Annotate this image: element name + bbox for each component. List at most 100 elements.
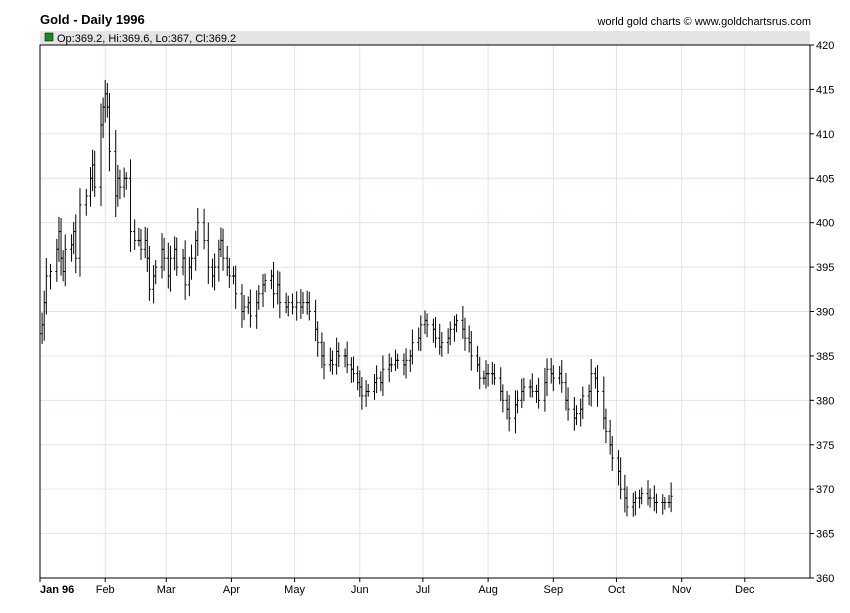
price-bar xyxy=(330,350,334,375)
price-bar xyxy=(549,357,553,384)
price-bar xyxy=(581,386,585,420)
x-tick-label: Apr xyxy=(223,584,240,596)
x-tick-label: Sep xyxy=(544,584,564,596)
price-bar xyxy=(290,293,294,315)
price-bar xyxy=(118,169,122,200)
price-bar xyxy=(213,253,217,291)
price-bar xyxy=(217,239,221,282)
price-bar xyxy=(528,379,532,398)
y-tick-label: 375 xyxy=(816,440,834,452)
price-bar xyxy=(63,234,67,287)
price-bar xyxy=(551,365,555,392)
price-bar xyxy=(366,383,370,397)
price-bar xyxy=(84,188,88,216)
price-bar xyxy=(299,289,303,319)
price-bar xyxy=(221,228,225,271)
price-bar xyxy=(181,248,185,276)
price-bar xyxy=(225,246,229,277)
price-bar xyxy=(387,353,391,383)
price-bar xyxy=(168,245,172,292)
price-bar xyxy=(522,377,526,402)
price-bar xyxy=(356,365,360,391)
price-bar xyxy=(596,365,600,407)
y-axis: 360 365 370 375 380 385 390 395 400 405 410 415 420 xyxy=(810,40,834,585)
x-tick-label: Oct xyxy=(608,584,625,596)
price-bar xyxy=(49,263,53,290)
price-bar xyxy=(286,295,290,317)
price-bar xyxy=(499,367,503,402)
price-bar xyxy=(263,273,267,293)
price-bar xyxy=(490,361,494,385)
price-bar xyxy=(234,265,238,309)
price-bar xyxy=(219,227,223,258)
price-bar xyxy=(396,353,400,369)
price-bar xyxy=(364,380,368,408)
price-bar xyxy=(57,216,61,262)
price-bar xyxy=(610,436,614,471)
price-bar xyxy=(240,284,244,328)
price-bar xyxy=(78,188,82,277)
price-bar xyxy=(661,494,665,515)
price-bar xyxy=(124,172,128,190)
price-bar xyxy=(196,207,200,257)
price-bar xyxy=(345,341,349,374)
price-bar xyxy=(206,222,210,284)
price-bar xyxy=(476,345,480,372)
ohlc-bar xyxy=(40,31,810,45)
price-bar xyxy=(74,214,78,274)
price-bar xyxy=(360,376,364,410)
price-bar xyxy=(139,228,143,261)
price-bar xyxy=(537,377,541,409)
price-bar xyxy=(587,384,591,406)
y-tick-label: 400 xyxy=(816,218,834,230)
price-bar xyxy=(116,165,120,207)
y-tick-label: 380 xyxy=(816,395,834,407)
price-bar xyxy=(103,80,107,123)
price-bar xyxy=(579,398,583,427)
price-bar xyxy=(284,292,288,314)
grid xyxy=(40,45,810,578)
price-bar xyxy=(183,240,187,300)
price-bar xyxy=(314,299,318,342)
price-bar xyxy=(42,290,46,341)
price-bar xyxy=(625,486,629,517)
price-bar xyxy=(505,391,509,420)
price-bar xyxy=(349,357,353,383)
price-bar xyxy=(316,321,320,357)
price-bar xyxy=(631,492,635,517)
price-bar xyxy=(564,372,568,411)
price-bar xyxy=(667,494,671,508)
price-bar xyxy=(640,487,644,505)
price-bar xyxy=(566,387,570,421)
price-bar xyxy=(70,234,74,262)
price-bar xyxy=(261,274,265,307)
price-bar xyxy=(373,374,377,400)
price-bar xyxy=(608,419,612,455)
price-bar xyxy=(160,233,164,279)
price-bar xyxy=(143,226,147,259)
price-bar xyxy=(194,230,198,271)
price-bar xyxy=(648,488,652,508)
price-bar xyxy=(486,363,490,387)
price-bar xyxy=(467,325,471,353)
price-bar xyxy=(320,332,324,369)
price-bar xyxy=(44,258,48,315)
price-bar xyxy=(560,360,564,393)
price-bar xyxy=(617,450,621,486)
price-bar xyxy=(530,373,534,398)
price-bar xyxy=(452,315,456,342)
price-bar xyxy=(417,327,421,351)
y-tick-label: 385 xyxy=(816,351,834,363)
price-bar xyxy=(463,317,467,351)
price-bar xyxy=(446,328,450,354)
price-bar xyxy=(520,378,524,409)
price-bar xyxy=(278,271,282,319)
price-bar xyxy=(101,97,105,139)
price-bar xyxy=(107,92,111,172)
y-tick-label: 410 xyxy=(816,129,834,141)
price-bar xyxy=(295,291,299,321)
price-bar xyxy=(507,394,511,432)
price-bar xyxy=(202,208,206,250)
price-bar xyxy=(604,408,608,444)
price-bar xyxy=(301,292,305,314)
